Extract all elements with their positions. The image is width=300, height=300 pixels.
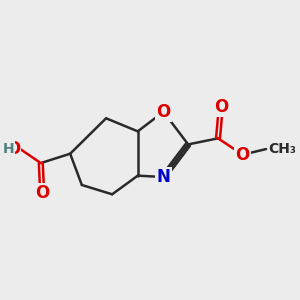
Text: O: O [156,103,171,121]
Text: O: O [236,146,250,164]
Text: H: H [2,142,14,156]
Text: O: O [6,140,20,158]
Text: CH₃: CH₃ [268,142,296,156]
Text: N: N [157,168,170,186]
Text: O: O [214,98,228,116]
Text: O: O [35,184,49,202]
